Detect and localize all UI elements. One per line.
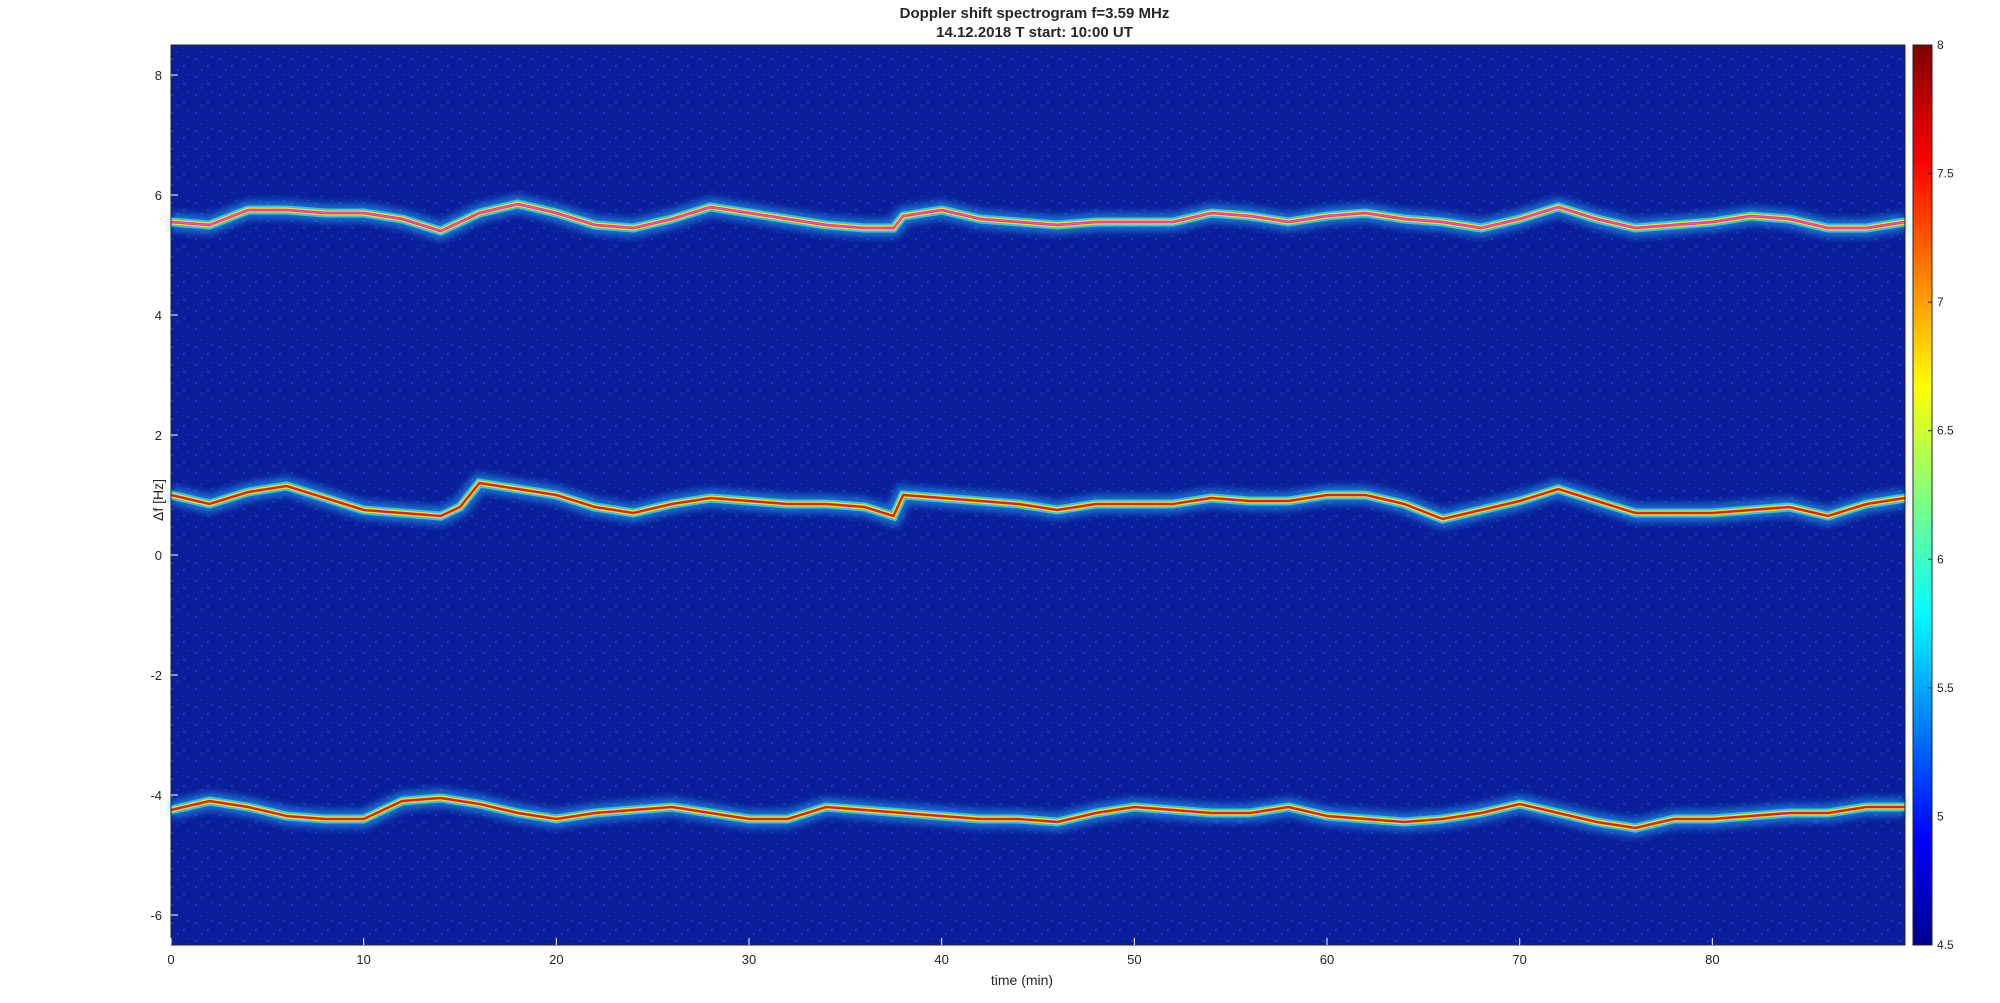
trace-2: [168, 473, 1907, 529]
y-tick-label: 8: [155, 68, 162, 83]
noise-texture: [171, 45, 1905, 945]
y-tick-label: -6: [150, 908, 162, 923]
y-tick-label: -4: [150, 788, 162, 803]
x-tick-label: 60: [1320, 952, 1334, 967]
x-tick-label: 70: [1512, 952, 1526, 967]
axes-layer: 0 10 20 30 40 50 60 70 80 -6 -4 -2 0 2 4 6 8: [150, 44, 1906, 967]
colorbar-tick-label: 5: [1937, 809, 1944, 823]
colorbar-tick-label: 5.5: [1937, 681, 1954, 695]
chart-title: Doppler shift spectrogram f=3.59 MHz 14.…: [0, 4, 2000, 42]
x-tick-label: 0: [167, 952, 174, 967]
y-tick-label: -2: [150, 668, 162, 683]
colorbar-tick-label: 6.5: [1937, 424, 1954, 438]
colorbar-gradient: [1912, 44, 1933, 946]
x-tick-label: 30: [742, 952, 756, 967]
trace-3-core: [170, 796, 1905, 830]
y-tick-label: 2: [155, 428, 162, 443]
trace-1: [170, 194, 1907, 241]
colorbar-tick-label: 7.5: [1937, 167, 1954, 181]
y-axis-label: Δf [Hz]: [150, 478, 166, 522]
x-tick-label: 10: [356, 952, 370, 967]
y-tick-label: 0: [155, 548, 162, 563]
trace-2-core: [170, 481, 1906, 521]
colorbar-tick-label: 6: [1937, 552, 1944, 566]
chart-subtitle: 14.12.2018 T start: 10:00 UT: [936, 24, 1133, 41]
chart-title-line1: Doppler shift spectrogram f=3.59 MHz: [899, 5, 1170, 22]
plot-frame: [170, 44, 1906, 946]
plot-area: [171, 45, 1905, 945]
colorbar-tick-label: 8: [1937, 38, 1944, 52]
x-tick-label: 80: [1705, 952, 1719, 967]
x-tick-label: 50: [1127, 952, 1141, 967]
series-layer: [168, 194, 1907, 838]
y-tick-label: 4: [155, 308, 162, 323]
trace-1-fit-line: [170, 203, 1906, 232]
x-axis-label: time (min): [990, 972, 1054, 988]
x-tick-label: 20: [549, 952, 563, 967]
x-tick-label: 40: [934, 952, 948, 967]
colorbar: 4.5 5 5.5 6 6.5 7 7.5 8: [1912, 38, 1954, 952]
trace-3: [168, 788, 1905, 838]
colorbar-tick-label: 4.5: [1937, 938, 1954, 952]
colorbar-tick-label: 7: [1937, 295, 1944, 309]
y-tick-label: 6: [155, 188, 162, 203]
